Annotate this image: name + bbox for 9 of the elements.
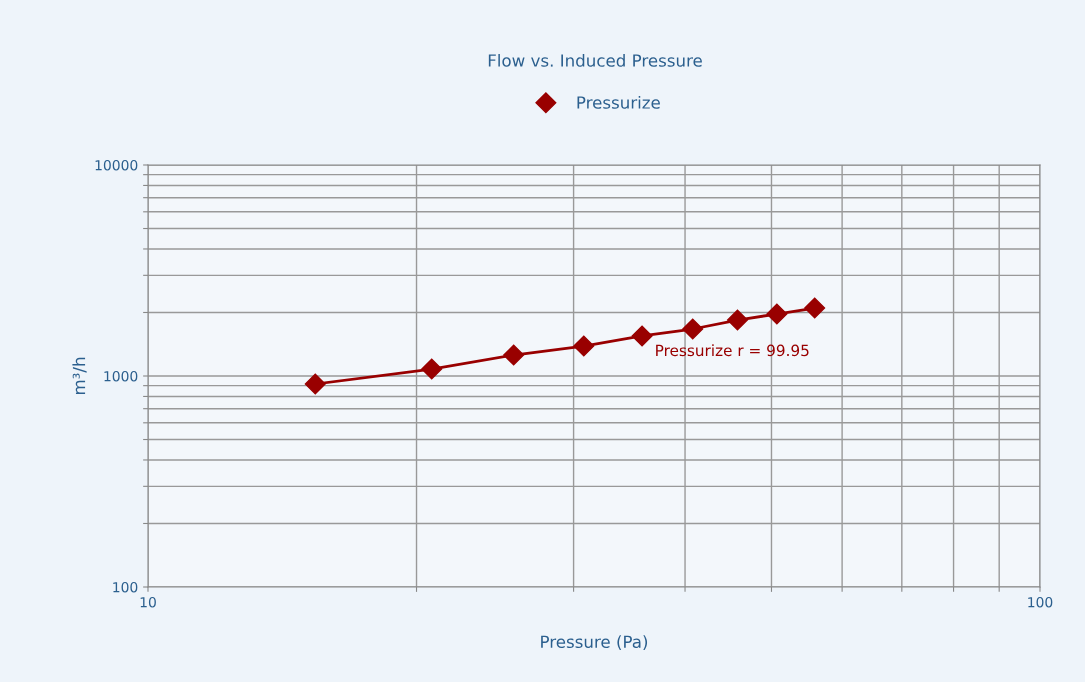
y-tick-label: 10000 xyxy=(95,159,138,171)
x-tick-label: 10 xyxy=(140,596,156,608)
y-tick-label: 100 xyxy=(113,581,138,593)
annotation: Pressurize r = 99.95 xyxy=(656,344,809,357)
legend-label: Pressurize xyxy=(577,95,660,109)
chart-title: Flow vs. Induced Pressure xyxy=(488,53,702,67)
y-axis-title: m³/h xyxy=(72,357,87,395)
x-axis-title: Pressure (Pa) xyxy=(541,635,648,651)
y-tick-label: 1000 xyxy=(104,370,138,382)
